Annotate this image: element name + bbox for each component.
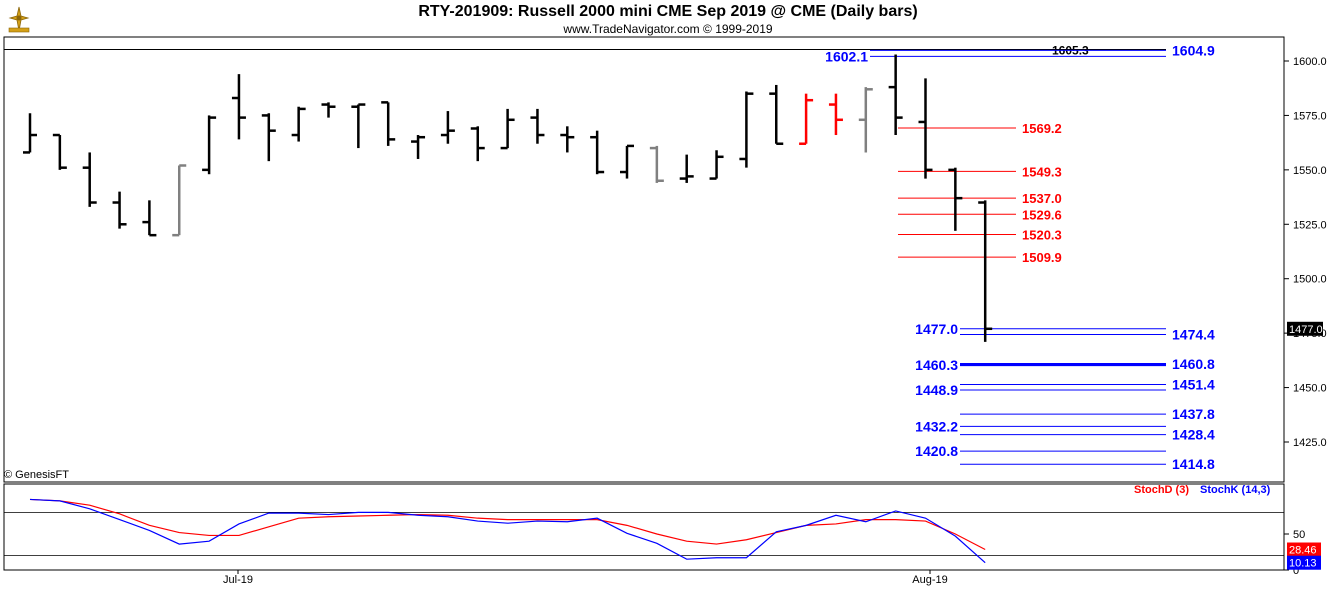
ohlc-bar	[172, 164, 187, 237]
stoch-legend-label: StochK (14,3)	[1200, 484, 1271, 496]
ohlc-bar	[799, 93, 814, 145]
ohlc-bar	[112, 191, 127, 229]
level-label: 1520.3	[1022, 228, 1062, 243]
y-tick-label: 1575.0	[1293, 110, 1327, 122]
ohlc-bar	[918, 78, 933, 179]
ohlc-bar	[948, 167, 963, 231]
level-label: 1460.3	[915, 357, 958, 373]
ohlc-bar	[828, 93, 843, 136]
ohlc-bar	[291, 106, 306, 142]
watermark-text: © GenesisFT	[4, 469, 69, 481]
level-label: 1420.8	[915, 443, 958, 459]
level-label: 1428.4	[1172, 427, 1215, 443]
level-label: 1604.9	[1172, 42, 1215, 58]
stoch-series-line	[29, 498, 986, 564]
y-tick-label: 1550.0	[1293, 165, 1327, 177]
ohlc-bar	[231, 74, 246, 140]
ohlc-bar	[321, 102, 336, 118]
level-label: 1437.8	[1172, 406, 1215, 422]
level-label: 1451.4	[1172, 377, 1215, 393]
ohlc-bar	[411, 135, 426, 159]
ohlc-bar	[978, 200, 993, 342]
ohlc-bar	[440, 111, 455, 144]
ohlc-bar	[888, 54, 903, 136]
ohlc-bar	[858, 87, 873, 153]
ohlc-bar	[470, 126, 485, 162]
level-label: 1537.0	[1022, 191, 1062, 206]
stoch-last-label: 28.46	[1289, 545, 1317, 557]
x-tick-label: Jul-19	[223, 574, 253, 586]
level-label: 1529.6	[1022, 207, 1062, 222]
chart-title: RTY-201909: Russell 2000 mini CME Sep 20…	[418, 3, 918, 20]
level-label: 1509.9	[1022, 250, 1062, 265]
ohlc-bar	[739, 91, 754, 168]
stoch-y-tick-label: 50	[1293, 529, 1305, 541]
last-price-box	[1287, 321, 1323, 336]
level-label: 1414.8	[1172, 456, 1215, 472]
y-tick-label: 1600.0	[1293, 56, 1327, 68]
last-price-label: 1477.0	[1289, 324, 1323, 336]
ohlc-bar	[52, 133, 67, 170]
stoch-legend-label: StochD (3)	[1134, 484, 1189, 496]
ohlc-bar	[381, 101, 396, 146]
stoch-last-box	[1287, 542, 1321, 557]
ohlc-bar	[649, 145, 664, 183]
ohlc-bar	[82, 152, 97, 207]
level-label: 1432.2	[915, 418, 958, 434]
stoch-last-label: 10.13	[1289, 558, 1317, 570]
level-label: 1477.0	[915, 321, 958, 337]
ohlc-bar	[560, 126, 575, 153]
level-label: 1549.3	[1022, 164, 1062, 179]
level-label: 1474.4	[1172, 326, 1215, 342]
stoch-series-line	[29, 498, 986, 551]
ohlc-bar	[679, 154, 694, 183]
ohlc-bar	[709, 150, 724, 180]
price-panel-frame	[3, 36, 1285, 483]
ohlc-bar	[202, 115, 217, 175]
stoch-panel-frame	[3, 483, 1285, 571]
x-tick-label: Aug-19	[912, 574, 947, 586]
ohlc-bar	[769, 84, 784, 145]
ohlc-bar	[620, 144, 634, 179]
stoch-y-tick-label: 0	[1293, 565, 1299, 577]
ohlc-bar	[590, 130, 605, 175]
y-tick-label: 1500.0	[1293, 274, 1327, 286]
level-label: 1569.2	[1022, 121, 1062, 136]
ohlc-bar	[351, 103, 366, 149]
y-tick-label: 1450.0	[1293, 383, 1327, 395]
ohlc-bar	[530, 108, 545, 144]
y-tick-label: 1425.0	[1293, 437, 1327, 449]
ohlc-bar	[142, 200, 157, 237]
chart-subtitle: www.TradeNavigator.com © 1999-2019	[563, 22, 773, 36]
genesis-logo-icon	[4, 4, 34, 34]
y-tick-label: 1525.0	[1293, 219, 1327, 231]
stoch-last-box	[1287, 555, 1321, 570]
ohlc-bar	[500, 108, 515, 150]
ohlc-bar	[261, 113, 276, 162]
level-label: 1602.1	[825, 48, 868, 64]
level-label: 1460.8	[1172, 356, 1215, 372]
ohlc-bar	[23, 113, 37, 154]
level-label: 1448.9	[915, 382, 958, 398]
